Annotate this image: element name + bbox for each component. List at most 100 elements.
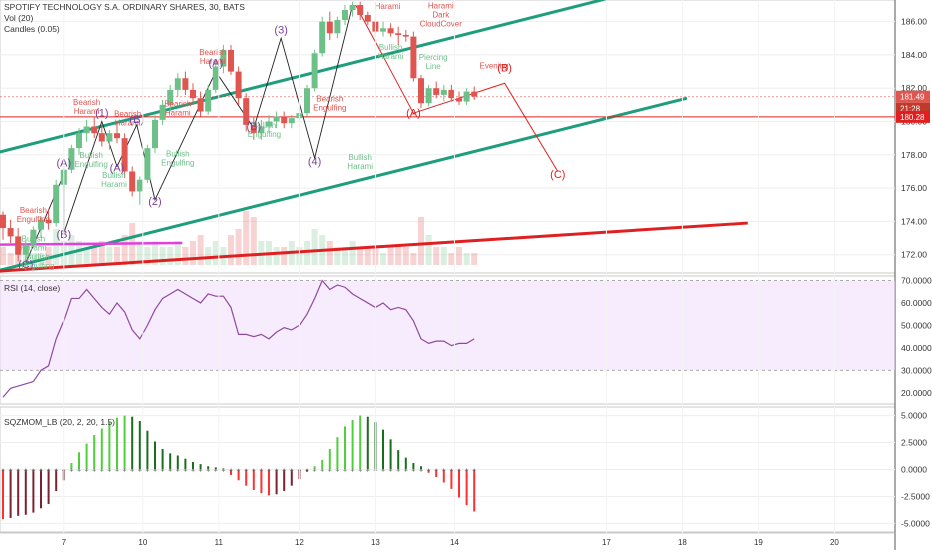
candle-body [152,119,158,149]
wave-label: (C) [550,169,565,181]
squeeze-dot: + [343,468,347,475]
volume-bar [440,247,447,265]
volume-bar [152,241,158,265]
rsi-band [0,280,895,371]
candle-body [68,148,75,170]
price-tick-label: 184.00 [901,50,927,60]
volume-bar [174,241,181,265]
squeeze-dot: + [282,468,286,475]
squeeze-dot: + [267,468,271,475]
pattern-label: Harami [347,162,373,171]
candle-body [136,179,143,192]
candle-body [190,89,196,99]
candle-body [326,21,333,34]
candle-body [357,4,364,15]
candle-body [448,89,455,99]
volume-bar [45,247,52,265]
x-tick-label: 18 [678,538,687,547]
pattern-label: Bearish [199,48,226,57]
candle-body [53,184,60,224]
squeeze-dot: + [168,468,172,475]
candle-body [342,9,348,20]
pattern-label: Engulfing [74,160,107,169]
squeeze-dot: + [411,468,415,475]
volume-bar [205,247,212,265]
price-tick-label: 172.00 [901,250,927,260]
squeeze-dot: + [465,468,469,475]
mom-tick-label: -5.0000 [901,518,930,528]
price-tick-label: 176.00 [901,183,927,193]
squeeze-dot: + [427,468,431,475]
squeeze-dot: + [130,468,134,475]
pattern-label: Harami [101,180,127,189]
squeeze-dot: + [206,468,210,475]
candle-body [425,88,432,104]
line-price-badge: 180.28 [900,113,925,122]
volume-legend: Vol (20) [4,13,34,23]
candle-body [129,171,136,192]
pattern-label: Bearish [164,100,191,109]
pattern-label: Bullish [348,153,372,162]
squeeze-dot: + [138,468,142,475]
squeeze-dot: + [389,468,393,475]
squeeze-dot: + [252,468,256,475]
volume-bar [380,253,386,265]
candle-body [159,104,166,120]
candle-body [98,133,105,142]
x-tick-label: 11 [215,538,224,547]
x-tick-label: 10 [138,538,147,547]
x-tick-label: 19 [754,538,763,547]
magenta-line [0,241,183,246]
pattern-label: Bullish [166,149,190,158]
squeeze-dot: + [396,468,400,475]
candle-body [349,4,356,10]
candle-body [220,49,227,67]
rsi-tick-label: 50.0000 [901,320,932,330]
candle-body [258,126,265,134]
mom-tick-label: 2.5000 [901,438,927,448]
squeeze-dot: + [221,468,225,475]
volume-bar [250,217,257,265]
candle-body [433,88,440,95]
volume-bar [136,241,143,265]
volume-bar [418,217,424,265]
volume-bar [228,235,234,265]
volume-bar [0,247,6,265]
volume-bar [463,253,470,265]
pattern-label: Bullish [26,253,50,262]
countdown-badge: 21:28 [900,105,921,114]
x-tick-label: 13 [371,538,380,547]
squeeze-dot: + [145,468,149,475]
candle-body [7,228,14,237]
mom-tick-label: 5.0000 [901,411,927,421]
volume-bar [235,229,242,265]
volume-bar [395,247,402,265]
sqzmom-legend: SQZMOM_LB (20, 2, 20, 1.5) [4,417,116,427]
candle-body [380,28,386,32]
pattern-label: Line [426,62,442,71]
squeeze-dot: + [472,468,476,475]
wave-label: (B) [129,114,144,126]
candle-body [273,116,280,122]
candle-body [91,126,98,134]
pattern-label: Engulfing [161,158,194,167]
wave-label: (A) [208,58,223,70]
wave-label: (4) [308,156,321,168]
pattern-label: Harami [21,243,47,252]
candle-body [311,53,318,89]
candle-body [243,98,250,125]
squeeze-dot: + [305,468,309,475]
candle-body [418,78,424,104]
squeeze-dot: + [442,468,446,475]
squeeze-dot: + [153,468,157,475]
pattern-label: Bullish [102,171,126,180]
squeeze-dot: + [229,468,233,475]
pattern-label: Engulfing [17,215,50,224]
pattern-label: Engulfing [248,130,281,139]
volume-bar [311,229,318,265]
pattern-label: Bearish [316,95,343,104]
squeeze-dot: + [1,468,5,475]
squeeze-dot: + [100,468,104,475]
pattern-label: Engulfing [313,104,346,113]
